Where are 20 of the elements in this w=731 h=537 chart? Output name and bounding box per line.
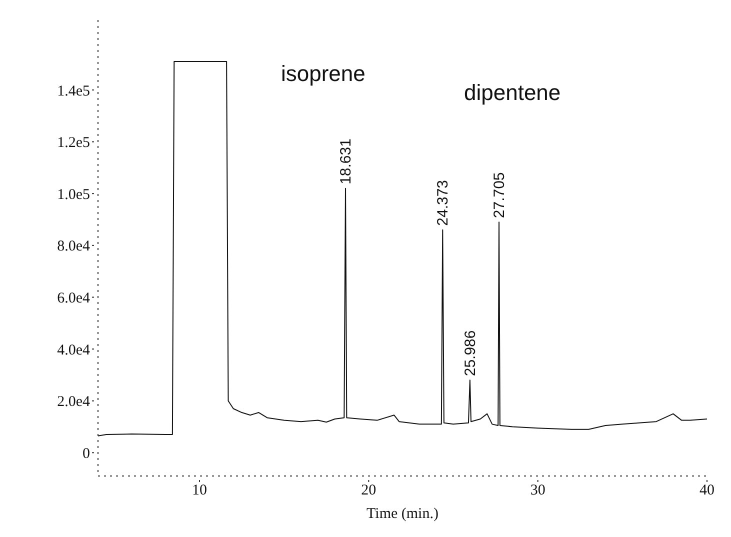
annotation: 25.986 bbox=[462, 330, 479, 376]
y-tick-label: 1.0e5 bbox=[57, 186, 90, 203]
y-tick-label: 1.2e5 bbox=[57, 135, 90, 152]
y-tick-label: 0 bbox=[82, 446, 90, 462]
y-tick-label: 8.0e4 bbox=[57, 238, 90, 255]
x-tick-label: 20 bbox=[361, 482, 376, 499]
y-tick-label: 6.0e4 bbox=[57, 290, 90, 307]
annotation: 27.705 bbox=[491, 172, 508, 218]
x-axis-title: Time (min.) bbox=[366, 506, 438, 522]
y-tick-label: 4.0e4 bbox=[57, 342, 90, 358]
annotation: dipentene bbox=[464, 80, 561, 105]
y-tick-label: 2.0e4 bbox=[57, 394, 90, 410]
annotation: isoprene bbox=[281, 61, 366, 86]
annotation: 18.631 bbox=[338, 138, 355, 184]
x-tick-label: 30 bbox=[530, 482, 546, 499]
annotation: 24.373 bbox=[434, 180, 452, 226]
x-tick-label: 40 bbox=[700, 482, 714, 499]
line-series bbox=[98, 60, 707, 436]
y-tick-label: 1.4e5 bbox=[57, 83, 90, 100]
x-tick-label: 10 bbox=[192, 482, 207, 499]
